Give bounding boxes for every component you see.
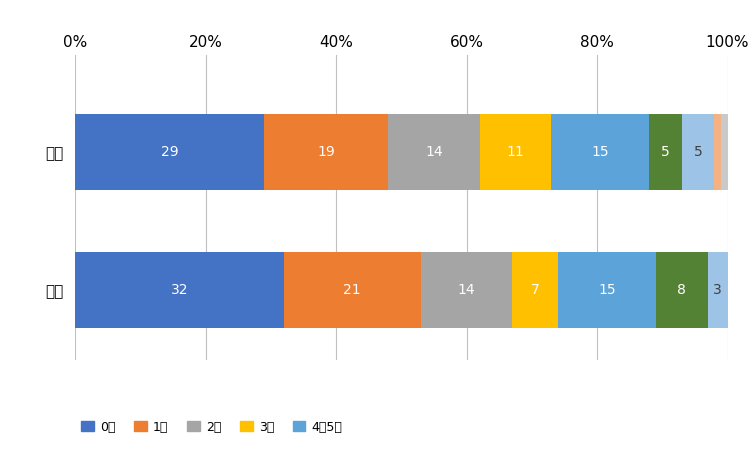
Bar: [75, 253, 284, 329]
Bar: [512, 253, 558, 329]
Bar: [721, 114, 728, 190]
Bar: [421, 253, 512, 329]
Text: 11: 11: [506, 145, 524, 159]
Bar: [715, 114, 721, 190]
Bar: [479, 114, 551, 190]
Text: 7: 7: [531, 284, 539, 297]
Text: 8: 8: [677, 284, 686, 297]
Bar: [558, 253, 656, 329]
Bar: [656, 253, 708, 329]
Bar: [264, 114, 388, 190]
Text: 5: 5: [662, 145, 670, 159]
Text: 15: 15: [592, 145, 609, 159]
Bar: [708, 253, 728, 329]
Text: 3: 3: [713, 284, 722, 297]
Bar: [388, 114, 479, 190]
Text: 14: 14: [425, 145, 442, 159]
Text: 14: 14: [458, 284, 476, 297]
Bar: [75, 114, 264, 190]
Text: 5: 5: [694, 145, 703, 159]
Text: 29: 29: [160, 145, 178, 159]
Text: 15: 15: [598, 284, 616, 297]
Bar: [682, 114, 715, 190]
Bar: [650, 114, 682, 190]
Text: 21: 21: [344, 284, 362, 297]
Text: 32: 32: [171, 284, 188, 297]
Text: 19: 19: [317, 145, 335, 159]
Bar: [284, 253, 421, 329]
Bar: [551, 114, 650, 190]
